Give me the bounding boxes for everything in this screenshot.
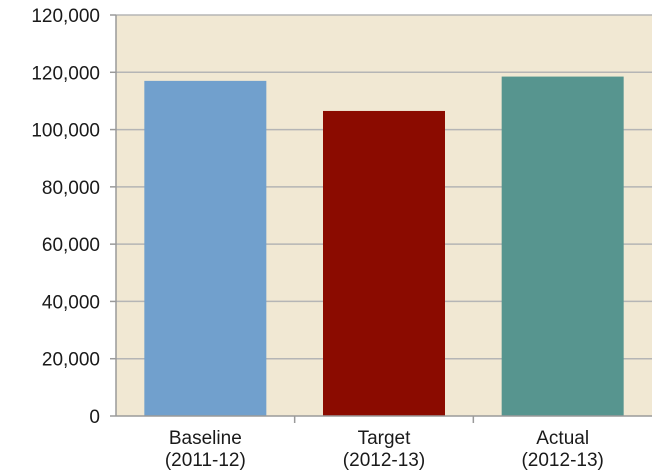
x-tick-label-line1: Target — [358, 428, 412, 449]
bar-target — [323, 110, 445, 416]
x-tick-label-line1: Actual — [536, 428, 589, 449]
y-tick-label: 40,000 — [42, 292, 100, 313]
y-axis-ticks: 0 20,000 40,000 60,000 80,000 100,000 120,000 1… — [31, 6, 116, 428]
bar-baseline — [144, 80, 267, 416]
y-tick-label: 100,000 — [31, 121, 100, 142]
y-tick-label: 120,000 — [31, 6, 100, 27]
x-tick-label-line2: (2012-13) — [343, 450, 425, 471]
x-tick-label: Target (2012-13) — [343, 428, 425, 471]
y-tick-label: 0 — [89, 407, 100, 428]
x-tick-label-line2: (2012-13) — [521, 450, 603, 471]
x-tick-label-line1: Baseline — [169, 428, 242, 449]
y-tick-label: 20,000 — [42, 350, 100, 371]
y-tick-label: 80,000 — [42, 178, 100, 199]
bar-actual — [501, 76, 624, 416]
y-tick-label: 120,000 — [31, 63, 100, 84]
x-tick-label: Actual (2012-13) — [521, 428, 603, 471]
bars — [144, 76, 624, 416]
x-tick-label-line2: (2011-12) — [165, 450, 246, 471]
x-axis-ticks: Baseline (2011-12)Target (2012-13)Actual (2… — [165, 416, 604, 471]
x-tick-label: Baseline (2011-12) — [165, 428, 246, 471]
y-tick-label: 60,000 — [42, 235, 100, 256]
